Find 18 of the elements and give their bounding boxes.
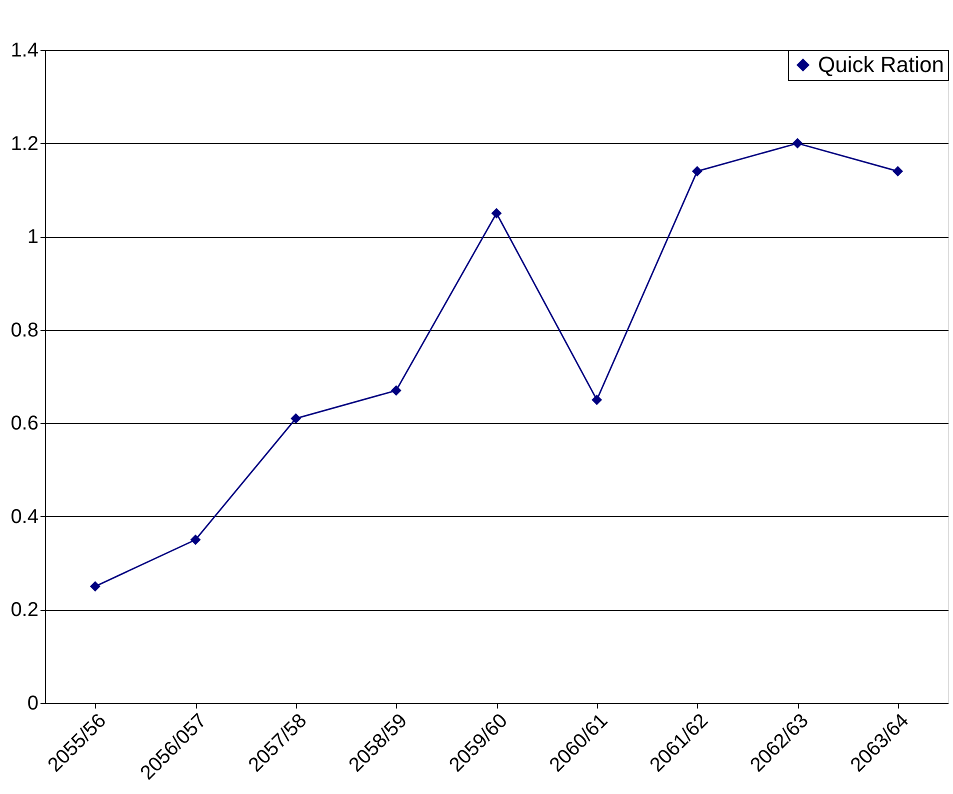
legend-label: Quick Ration <box>818 52 944 77</box>
point <box>892 166 904 177</box>
point <box>390 385 402 396</box>
point <box>592 394 602 406</box>
point <box>792 138 803 149</box>
y-tick-label: 1.2 <box>10 132 38 155</box>
y-tick-label: 0.2 <box>10 599 38 622</box>
y-tick-label: 1 <box>27 226 38 248</box>
point <box>692 166 702 177</box>
y-tick-label: 0.8 <box>10 319 38 342</box>
y-tick-label: 0.4 <box>10 506 38 528</box>
point <box>491 208 502 218</box>
point <box>290 413 302 424</box>
y-tick-label: 0 <box>27 692 38 714</box>
y-tick-label: 1.4 <box>10 40 38 62</box>
point <box>190 534 201 545</box>
y-tick-label: 0.6 <box>10 412 38 435</box>
point <box>90 581 100 592</box>
